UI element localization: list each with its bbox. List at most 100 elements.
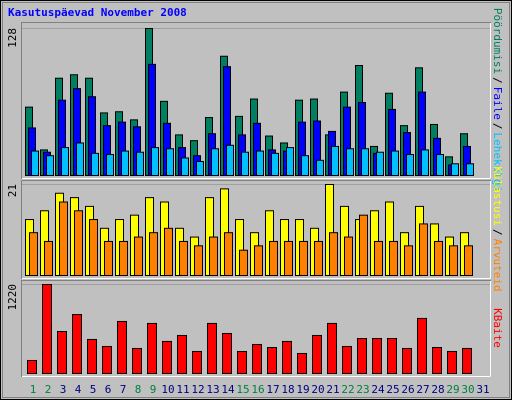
legend-separator: / — [491, 123, 504, 130]
legend-entry: Külastusi — [491, 166, 504, 226]
y-tick-label: 1220 — [6, 284, 19, 311]
bar — [361, 148, 369, 176]
x-tick-label: 14 — [221, 383, 235, 396]
x-tick-label: 18 — [281, 383, 294, 396]
x-tick-label: 27 — [416, 383, 429, 396]
y-tick-label: 128 — [6, 28, 19, 48]
bar — [134, 236, 143, 276]
bar — [76, 142, 84, 176]
bar — [149, 232, 158, 276]
bar — [254, 245, 263, 276]
bar — [29, 232, 38, 276]
bar — [374, 240, 383, 276]
legend-entry: KBaite — [491, 308, 504, 348]
bar — [151, 147, 159, 176]
bar — [237, 350, 247, 375]
bar — [196, 160, 204, 176]
x-tick-label: 12 — [191, 383, 204, 396]
bar — [121, 150, 129, 176]
bar — [209, 236, 218, 276]
legend-entry: Arvuteid — [491, 239, 504, 292]
legend: KBaite — [491, 308, 504, 348]
bar — [207, 322, 217, 374]
bar — [327, 322, 337, 374]
bar — [241, 151, 249, 176]
bar — [194, 245, 203, 276]
x-tick-label: 25 — [386, 383, 399, 396]
bar — [402, 347, 412, 374]
bar — [297, 352, 307, 374]
bar — [404, 245, 413, 276]
x-tick-label: 3 — [60, 383, 67, 396]
x-tick-label: 11 — [176, 383, 189, 396]
legend-entry: Lehekülgi — [491, 133, 504, 193]
legend-entry: Pöördumisi — [491, 8, 504, 74]
bar — [179, 240, 188, 276]
bar — [267, 347, 277, 374]
x-tick-label: 5 — [90, 383, 97, 396]
legend: Pöördumisi / Faile / Lehekülgi — [491, 8, 504, 192]
bar — [91, 152, 99, 176]
bar — [301, 155, 309, 176]
bar — [239, 249, 248, 276]
bar — [177, 334, 187, 374]
bar — [31, 150, 39, 176]
x-tick-label: 17 — [266, 383, 279, 396]
bar — [466, 163, 474, 176]
legend-separator: / — [491, 77, 504, 84]
bar — [132, 347, 142, 374]
bar — [27, 359, 37, 375]
x-tick-label: 1 — [30, 383, 37, 396]
x-tick-label: 30 — [461, 383, 474, 396]
bar — [389, 240, 398, 276]
x-tick-label: 23 — [356, 383, 369, 396]
bar — [447, 350, 457, 375]
bar — [252, 343, 262, 374]
bar — [312, 334, 322, 374]
legend-separator: / — [491, 229, 504, 236]
bar — [89, 219, 98, 277]
bar — [421, 149, 429, 176]
x-tick-label: 20 — [311, 383, 324, 396]
bar — [342, 345, 352, 375]
bar — [417, 317, 427, 374]
bar — [147, 322, 157, 374]
bar — [222, 332, 232, 375]
bar — [59, 201, 68, 276]
bar — [136, 151, 144, 176]
bar — [72, 314, 82, 375]
bar — [46, 155, 54, 176]
bar — [406, 154, 414, 176]
bar — [329, 232, 338, 276]
bar — [119, 240, 128, 276]
x-tick-label: 31 — [476, 383, 489, 396]
bar — [181, 157, 189, 176]
x-tick-label: 2 — [45, 383, 52, 396]
bar — [434, 240, 443, 276]
bar — [462, 347, 472, 374]
x-tick-label: 16 — [251, 383, 264, 396]
bar — [359, 214, 368, 277]
bar — [102, 345, 112, 375]
bar — [74, 210, 83, 277]
bar — [44, 240, 53, 276]
bar — [162, 340, 172, 374]
bar — [346, 148, 354, 176]
bar — [192, 350, 202, 375]
bar — [436, 154, 444, 176]
x-tick-label: 22 — [341, 383, 354, 396]
bar — [432, 347, 442, 374]
x-tick-label: 4 — [75, 383, 82, 396]
bar — [87, 338, 97, 374]
bar — [104, 240, 113, 276]
bar — [166, 148, 174, 176]
x-tick-label: 29 — [446, 383, 459, 396]
bar — [419, 223, 428, 277]
bar — [164, 227, 173, 276]
bar — [344, 236, 353, 276]
bar — [269, 240, 278, 276]
bar — [286, 147, 294, 176]
y-tick-label: 21 — [6, 184, 19, 197]
legend-entry: Faile — [491, 87, 504, 120]
